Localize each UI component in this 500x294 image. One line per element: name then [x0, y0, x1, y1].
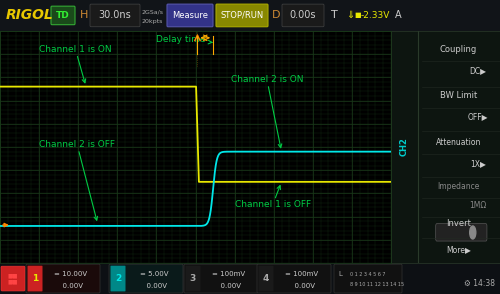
Text: ⚙ 14:38: ⚙ 14:38: [464, 279, 496, 288]
Text: 2: 2: [115, 274, 121, 283]
Text: TD: TD: [56, 11, 70, 20]
FancyBboxPatch shape: [26, 264, 100, 293]
Text: 0.00s: 0.00s: [290, 10, 316, 21]
Text: 20kpts: 20kpts: [142, 19, 163, 24]
Text: ■: ■: [354, 12, 362, 19]
Text: = 100mV: = 100mV: [212, 271, 246, 278]
Text: 1MΩ: 1MΩ: [470, 201, 487, 210]
FancyBboxPatch shape: [109, 264, 183, 293]
FancyBboxPatch shape: [51, 6, 75, 25]
Text: CH2: CH2: [400, 138, 408, 156]
Text: 1X▶: 1X▶: [470, 159, 486, 168]
Text: DC▶: DC▶: [470, 66, 486, 75]
FancyBboxPatch shape: [258, 266, 274, 291]
Text: Attenuation: Attenuation: [436, 138, 482, 147]
Text: 0.00V: 0.00V: [216, 283, 242, 289]
Text: 4: 4: [263, 274, 269, 283]
FancyBboxPatch shape: [216, 4, 268, 27]
Text: Channel 1 is OFF: Channel 1 is OFF: [234, 186, 310, 209]
Text: Delay time: Delay time: [156, 36, 212, 44]
Text: = 10.00V: = 10.00V: [54, 271, 88, 278]
Text: L: L: [338, 271, 342, 278]
Text: Channel 1 is ON: Channel 1 is ON: [39, 45, 112, 83]
Text: Invert: Invert: [446, 219, 471, 228]
FancyBboxPatch shape: [28, 266, 42, 291]
FancyBboxPatch shape: [167, 4, 213, 27]
Text: T: T: [330, 10, 338, 21]
Text: = 5.00V: = 5.00V: [140, 271, 168, 278]
Text: Coupling: Coupling: [440, 45, 477, 54]
Text: = 100mV: = 100mV: [286, 271, 318, 278]
Text: 8 9 10 11 12 13 14 15: 8 9 10 11 12 13 14 15: [350, 282, 404, 287]
FancyBboxPatch shape: [90, 4, 140, 27]
Text: -2.33V: -2.33V: [360, 11, 390, 20]
Text: BW Limit: BW Limit: [440, 91, 477, 101]
FancyBboxPatch shape: [257, 264, 331, 293]
Text: 2GSa/s: 2GSa/s: [141, 10, 163, 15]
FancyBboxPatch shape: [184, 264, 258, 293]
FancyBboxPatch shape: [1, 266, 25, 291]
Text: 1: 1: [32, 274, 38, 283]
Text: STOP/RUN: STOP/RUN: [220, 11, 264, 20]
Text: H: H: [80, 10, 88, 21]
Text: Impedance: Impedance: [438, 182, 480, 191]
FancyBboxPatch shape: [186, 266, 200, 291]
Text: Channel 2 is ON: Channel 2 is ON: [230, 75, 303, 148]
Text: RIGOL: RIGOL: [6, 9, 54, 22]
Text: 0.00V: 0.00V: [290, 283, 314, 289]
Circle shape: [470, 226, 476, 239]
FancyBboxPatch shape: [282, 4, 324, 27]
Text: 30.0ns: 30.0ns: [98, 10, 132, 21]
Text: ■■
■■: ■■ ■■: [8, 273, 18, 284]
Text: OFF▶: OFF▶: [468, 112, 488, 121]
Text: A: A: [394, 10, 402, 21]
FancyBboxPatch shape: [110, 266, 126, 291]
Text: 0.00V: 0.00V: [142, 283, 167, 289]
Text: Channel 2 is OFF: Channel 2 is OFF: [39, 140, 115, 220]
FancyBboxPatch shape: [436, 224, 487, 241]
Text: More▶: More▶: [446, 245, 471, 254]
FancyBboxPatch shape: [334, 264, 402, 293]
Text: Measure: Measure: [172, 11, 208, 20]
Text: 3: 3: [190, 274, 196, 283]
Text: ⇓: ⇓: [346, 10, 354, 21]
Text: 0.00V: 0.00V: [58, 283, 84, 289]
Text: 0 1 2 3 4 5 6 7: 0 1 2 3 4 5 6 7: [350, 272, 386, 277]
Text: D: D: [272, 10, 280, 21]
